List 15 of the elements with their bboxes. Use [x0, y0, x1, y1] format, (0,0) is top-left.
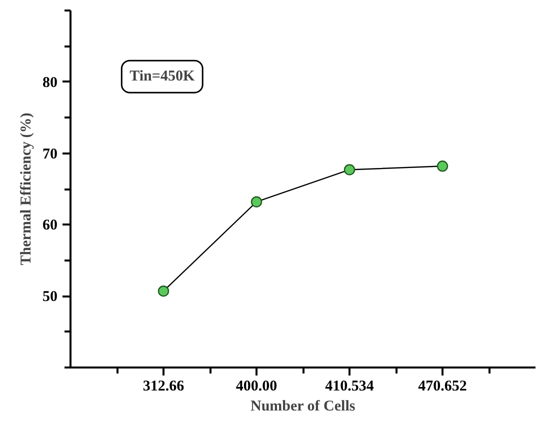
y-tick-label: 60 — [42, 218, 58, 234]
y-tick-label: 70 — [42, 146, 58, 162]
y-tick-label: 80 — [42, 74, 58, 91]
x-tick-label: 312.66 — [142, 378, 185, 394]
point — [436, 160, 448, 172]
x-tick-label: 470.652 — [418, 378, 467, 394]
x-tick-label: 400.00 — [236, 378, 278, 394]
annotation: Tin=450K — [130, 68, 195, 85]
x-tick-label: 410.534 — [325, 378, 374, 394]
point — [250, 196, 262, 208]
x-axis-title: Number of Cells — [250, 398, 356, 414]
point — [344, 164, 356, 176]
y-tick-label: 50 — [42, 289, 58, 306]
y-axis-title: Thermal Efficiency (%) — [18, 112, 34, 266]
point — [158, 286, 170, 297]
